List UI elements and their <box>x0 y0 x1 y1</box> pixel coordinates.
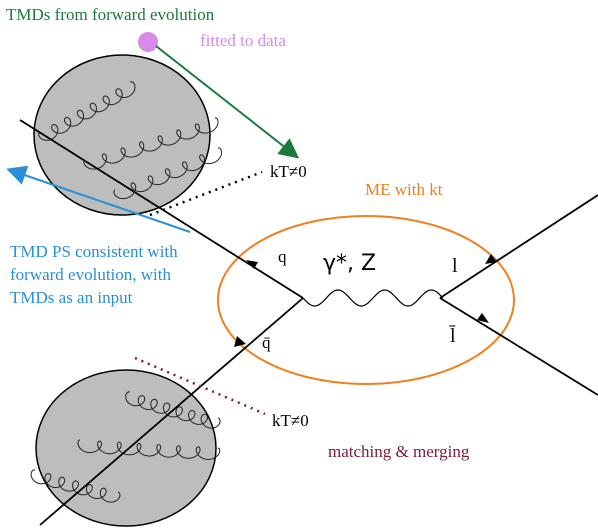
photon <box>303 290 443 306</box>
label: ME with kt <box>365 180 443 199</box>
me-ellipse <box>218 216 514 384</box>
label: q <box>278 247 287 266</box>
diagram: TMDs from forward evolution fitted to da… <box>0 0 598 532</box>
label: matching & merging <box>328 442 470 461</box>
lepton-line <box>440 195 598 298</box>
label: TMDs from forward evolution <box>6 5 215 24</box>
hadron-top <box>34 55 210 215</box>
label: q̄ <box>262 333 271 352</box>
label: TMDs as an input <box>10 288 133 307</box>
hadron-bottom <box>36 370 216 526</box>
label: l <box>452 255 458 277</box>
label: forward evolution, with <box>10 265 171 284</box>
label: fitted to data <box>200 31 286 50</box>
arrow <box>234 336 246 347</box>
fit-dot <box>138 32 158 52</box>
label: l̄ <box>448 324 456 347</box>
label: kT≠0 <box>270 162 307 181</box>
label: γ*, Z <box>323 251 376 276</box>
label: TMD PS consistent with <box>10 242 178 261</box>
antilepton-line <box>440 298 598 395</box>
label: kT≠0 <box>272 411 309 430</box>
